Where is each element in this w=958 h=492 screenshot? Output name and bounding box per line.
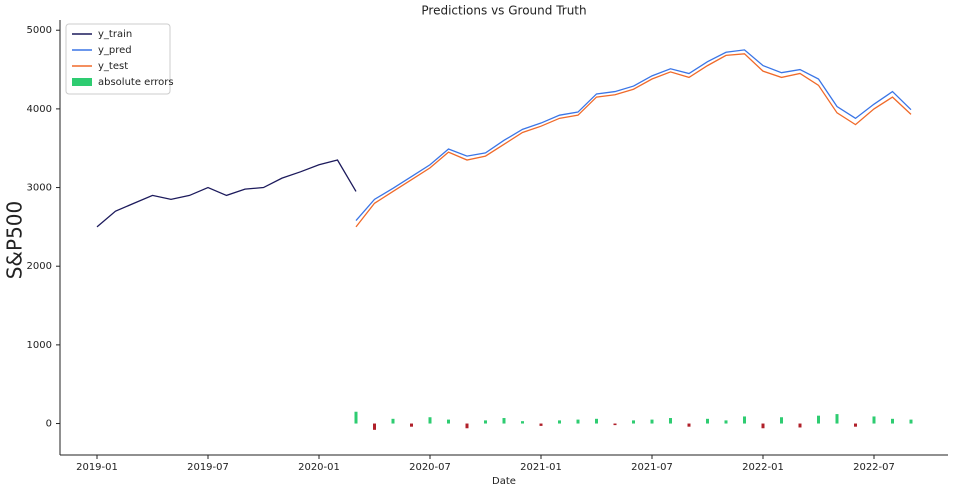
series-line — [96, 159, 357, 228]
series-line — [355, 49, 912, 222]
error-bar — [576, 419, 580, 424]
legend-label: y_train — [98, 29, 132, 40]
x-tick-label: 2022-07 — [853, 462, 895, 473]
error-bar — [521, 421, 524, 424]
y-tick-label: 3000 — [27, 183, 52, 194]
error-bar — [743, 416, 746, 424]
error-bar — [780, 417, 783, 424]
legend-swatch — [72, 78, 92, 86]
error-bar — [761, 423, 765, 429]
x-axis-label: Date — [492, 476, 516, 487]
x-tick-label: 2021-07 — [631, 462, 673, 473]
error-bar — [558, 420, 561, 424]
y-tick-label: 0 — [46, 419, 52, 430]
x-tick-label: 2019-07 — [187, 462, 229, 473]
error-bar — [687, 423, 691, 427]
error-bar — [447, 419, 450, 424]
error-bar — [891, 418, 894, 424]
legend-label: y_test — [98, 61, 128, 72]
error-bar — [613, 423, 617, 426]
error-bar — [539, 423, 543, 426]
error-bar — [798, 423, 802, 428]
legend-label: absolute errors — [98, 77, 174, 88]
legend-box — [65, 23, 171, 95]
error-bar — [632, 420, 635, 424]
series-line — [355, 53, 912, 228]
error-bar — [650, 419, 654, 424]
error-bar — [724, 420, 728, 424]
error-bar — [872, 416, 876, 424]
x-tick-label: 2022-01 — [742, 462, 784, 473]
error-bar — [909, 419, 913, 424]
y-axis-label: S&P500 — [3, 201, 27, 280]
error-bar — [465, 423, 469, 429]
chart-title: Predictions vs Ground Truth — [421, 4, 586, 18]
error-bar — [410, 423, 413, 427]
x-tick-label: 2019-01 — [76, 462, 118, 473]
error-bar — [669, 418, 672, 424]
error-bar — [595, 418, 598, 424]
error-bar — [391, 418, 395, 424]
error-bar — [373, 423, 376, 430]
error-bar — [484, 420, 487, 424]
legend-label: y_pred — [98, 45, 132, 56]
x-tick-label: 2020-01 — [298, 462, 340, 473]
x-tick-label: 2021-01 — [520, 462, 562, 473]
y-tick-label: 4000 — [27, 104, 52, 115]
error-bar — [428, 417, 432, 424]
y-tick-label: 5000 — [27, 25, 52, 36]
error-bar — [354, 411, 358, 424]
error-bar — [835, 414, 839, 424]
y-tick-label: 2000 — [27, 261, 52, 272]
error-bar — [854, 423, 857, 427]
error-bar — [706, 418, 709, 424]
error-bar — [817, 415, 820, 424]
y-tick-label: 1000 — [27, 340, 52, 351]
x-tick-label: 2020-07 — [409, 462, 451, 473]
error-bar — [502, 418, 506, 424]
